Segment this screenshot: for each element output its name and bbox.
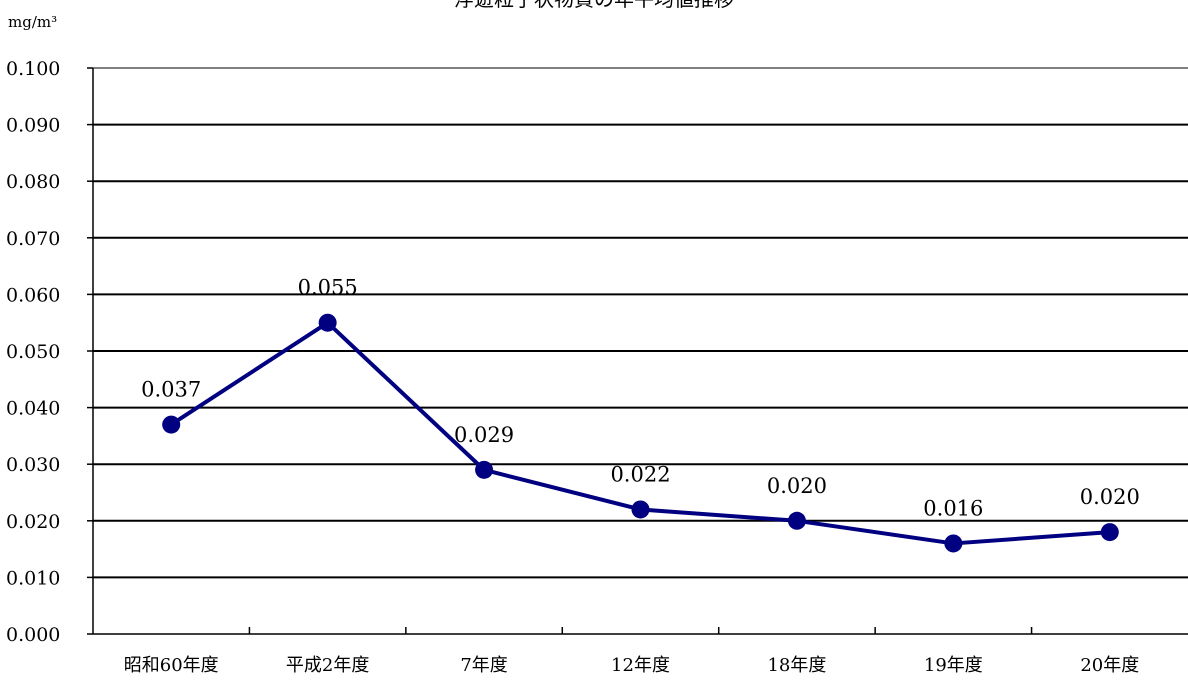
- x-tick-label: 12年度: [611, 655, 670, 676]
- data-label: 0.020: [767, 474, 827, 498]
- y-axis-unit: mg/m³: [8, 13, 57, 31]
- grid-layer: [93, 67, 1188, 579]
- data-label: 0.029: [454, 423, 514, 447]
- data-label: 0.020: [1080, 485, 1140, 509]
- y-tick-label: 0.050: [6, 341, 60, 363]
- series-layer: [162, 313, 1119, 553]
- x-tick-label: 20年度: [1080, 655, 1139, 676]
- data-point: [631, 500, 650, 519]
- data-label: 0.055: [298, 276, 358, 300]
- y-tick-label: 0.040: [6, 398, 60, 420]
- x-tick-label: 7年度: [460, 655, 507, 676]
- data-label: 0.016: [923, 496, 983, 520]
- data-point: [944, 534, 963, 553]
- y-tick-label: 0.070: [6, 228, 60, 250]
- y-tick-label: 0.080: [6, 171, 60, 193]
- data-point: [1100, 523, 1119, 542]
- y-tick-label: 0.000: [6, 624, 60, 646]
- label-layer: 0.037 0.055 0.029 0.022 0.020 0.016 0.020: [141, 276, 1140, 521]
- y-tick-label: 0.030: [6, 454, 60, 476]
- data-label: 0.037: [141, 378, 201, 402]
- data-point: [318, 313, 337, 332]
- y-tick-label: 0.060: [6, 284, 60, 306]
- axis-layer: 0.000 0.010 0.020 0.030 0.040 0.050 0.060 0.070…: [6, 58, 1188, 676]
- data-point: [475, 460, 494, 479]
- chart-title: 浮遊粒子状物質の年平均値推移: [454, 0, 734, 11]
- data-label: 0.022: [610, 462, 670, 486]
- x-tick-label: 18年度: [767, 655, 826, 676]
- data-point: [787, 511, 806, 530]
- x-tick-label: 昭和60年度: [124, 655, 219, 676]
- y-tick-label: 0.100: [6, 58, 60, 80]
- x-tick-label: 平成2年度: [286, 655, 369, 676]
- y-tick-label: 0.020: [6, 511, 60, 533]
- data-point: [162, 415, 181, 434]
- x-tick-label: 19年度: [924, 655, 983, 676]
- y-tick-label: 0.090: [6, 115, 60, 137]
- y-tick-label: 0.010: [6, 567, 60, 589]
